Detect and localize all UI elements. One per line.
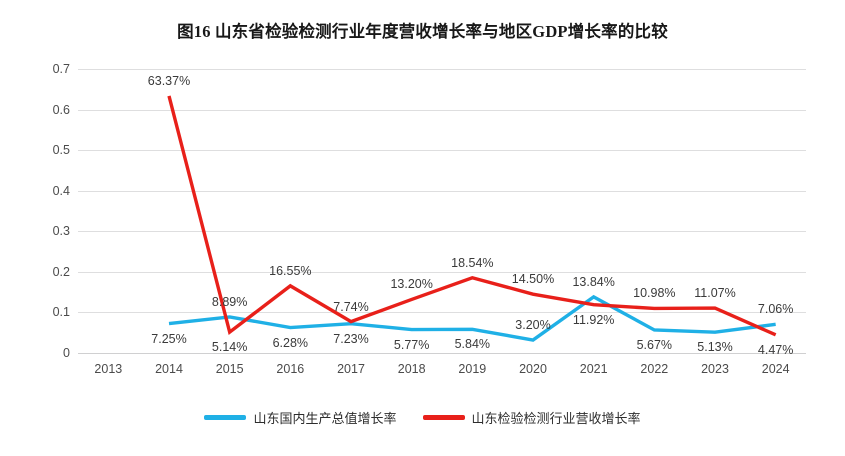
data-point-label: 5.67%: [636, 337, 673, 352]
x-axis-tick-label: 2016: [276, 362, 305, 376]
y-axis-labels: 0 0.1 0.2 0.3 0.4 0.5 0.6 0.7: [0, 62, 70, 360]
gridline: [78, 312, 806, 314]
gridline: [78, 109, 806, 111]
gridline: [78, 353, 806, 354]
gridline: [78, 150, 806, 152]
data-point-label: 16.55%: [269, 263, 312, 278]
x-axis-tick-label: 2019: [458, 362, 487, 376]
data-point-label: 11.92%: [572, 312, 615, 327]
data-point-label: 13.20%: [390, 277, 433, 292]
y-axis-tick-label: 0.2: [52, 264, 70, 279]
y-axis-tick-label: 0.3: [52, 224, 70, 239]
x-axis-tick-label: 2017: [337, 362, 365, 376]
data-point-label: 5.13%: [697, 340, 733, 355]
legend-item[interactable]: 山东检验检测行业营收增长率: [422, 408, 641, 427]
data-point-label: 10.98%: [633, 286, 676, 301]
legend-label: 山东检验检测行业营收增长率: [471, 411, 641, 426]
gridline: [78, 271, 806, 273]
data-point-label: 7.23%: [333, 331, 369, 346]
x-axis-tick-label: 2022: [640, 362, 669, 376]
series-line: [167, 95, 777, 337]
y-axis-tick-label: 0.5: [52, 143, 70, 158]
gridline: [78, 231, 806, 233]
chart-title: 图16 山东省检验检测行业年度营收增长率与地区GDP增长率的比较: [177, 22, 668, 41]
x-axis-tick-label: 2018: [397, 362, 426, 376]
data-point-label: 8.89%: [211, 294, 248, 309]
chart-legend: 山东国内生产总值增长率 山东检验检测行业营收增长率: [0, 408, 845, 427]
data-point-label: 63.37%: [147, 73, 191, 88]
x-axis-tick-label: 2014: [155, 362, 183, 376]
legend-label: 山东国内生产总值增长率: [253, 411, 397, 426]
series-lines: [167, 95, 777, 342]
y-axis-tick-label: 0.1: [52, 305, 70, 320]
data-point-label: 5.84%: [454, 337, 491, 352]
data-point-label: 18.54%: [451, 255, 494, 270]
legend-color-swatch: [422, 415, 465, 420]
data-point-label: 13.84%: [572, 274, 615, 289]
y-axis-tick-label: 0.4: [52, 183, 70, 198]
data-point-label: 6.28%: [272, 335, 309, 350]
y-axis-tick-label: 0.7: [52, 62, 70, 76]
x-axis-tick-label: 2021: [579, 362, 608, 376]
data-point-label: 7.74%: [333, 299, 369, 314]
gridline: [78, 69, 806, 70]
legend-item[interactable]: 山东国内生产总值增长率: [204, 408, 397, 427]
series-line: [168, 294, 776, 342]
x-axis-tick-label: 2023: [701, 362, 729, 376]
x-axis-labels: 2013 2014 2015 2016 2017 2018 2019 2020 2021 2022…: [78, 362, 806, 382]
data-point-label: 7.06%: [757, 302, 794, 317]
data-point-label: 4.47%: [757, 342, 794, 357]
data-point-label: 5.77%: [393, 337, 430, 352]
x-axis-tick-label: 2015: [215, 362, 244, 376]
plot-area: 7.25% 8.89% 6.28% 7.23% 5.77% 5.84% 3.20% 13.84…: [78, 69, 806, 357]
y-axis-tick-label: 0.6: [52, 102, 70, 117]
data-point-label: 14.50%: [511, 272, 555, 287]
x-axis-tick-label: 2020: [519, 362, 547, 376]
data-point-label: 3.20%: [515, 318, 551, 333]
data-point-label: 11.07%: [694, 286, 736, 301]
data-point-label: 5.14%: [211, 340, 248, 355]
data-point-label: 7.25%: [151, 331, 187, 346]
x-axis-tick-label: 2024: [761, 362, 790, 376]
y-axis-tick-label: 0: [63, 346, 70, 360]
gridline: [78, 190, 806, 192]
legend-color-swatch: [204, 415, 247, 420]
x-axis-tick-label: 2013: [94, 362, 123, 376]
